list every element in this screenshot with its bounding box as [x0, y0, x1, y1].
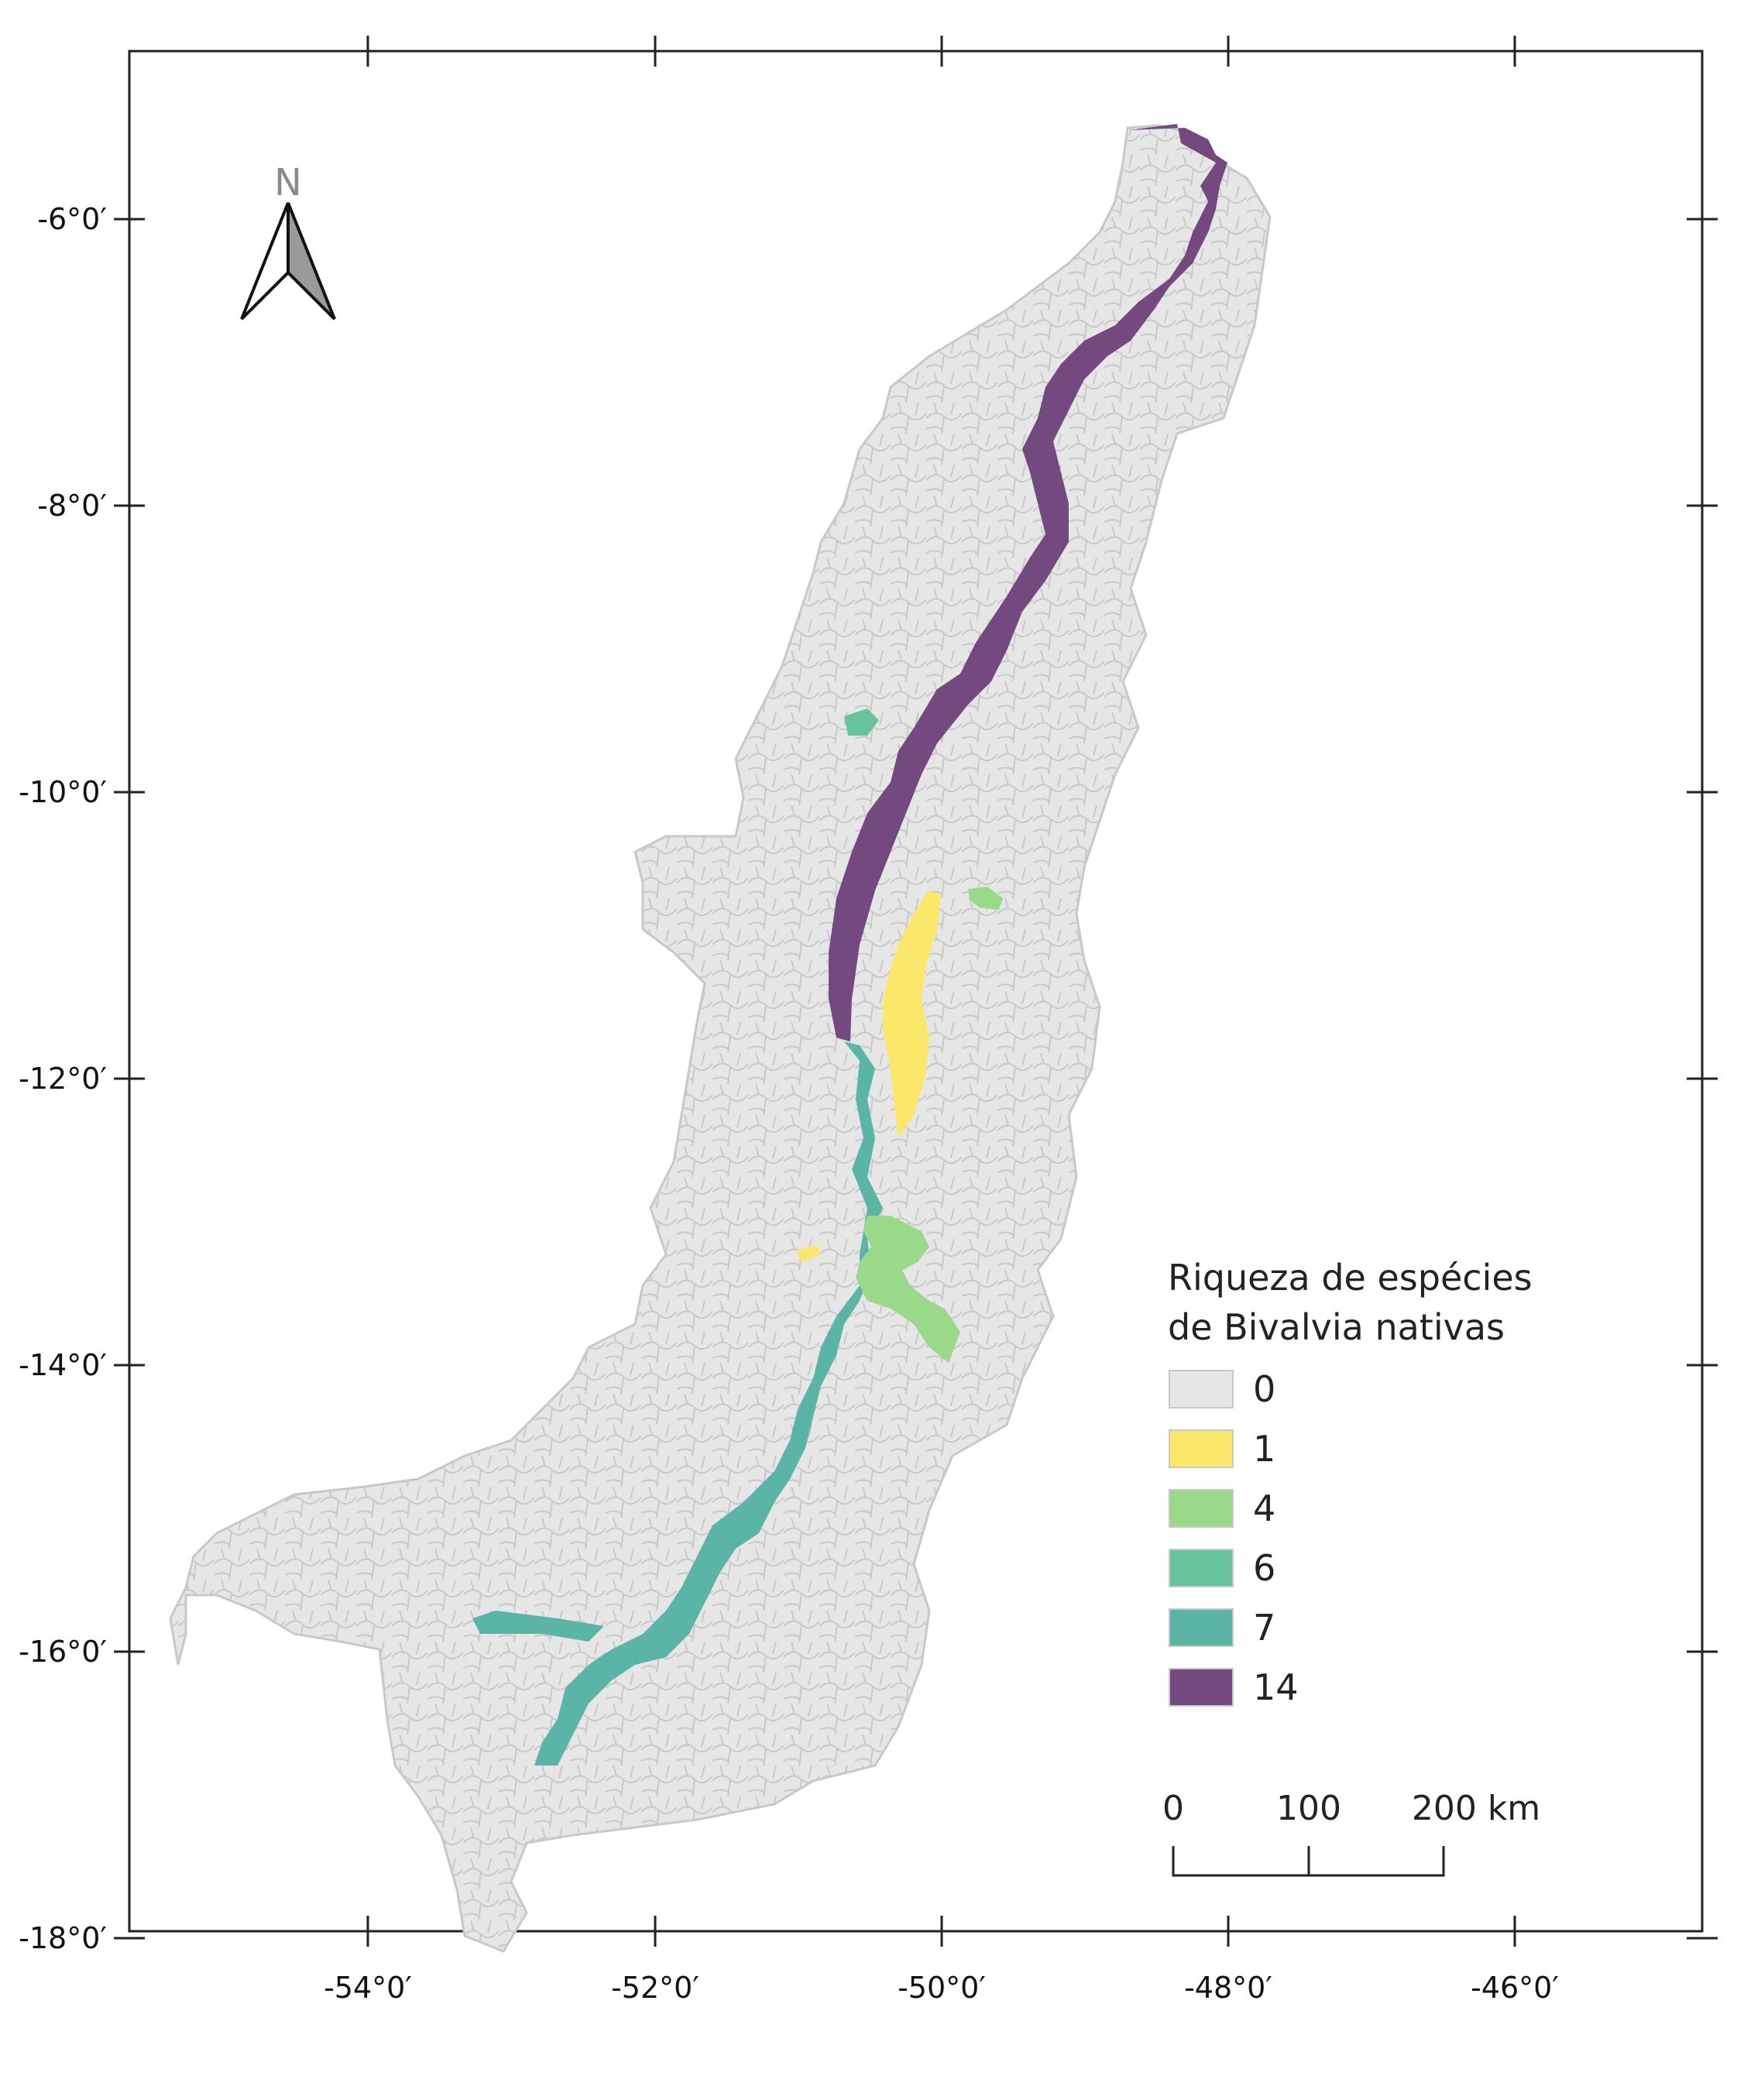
north-arrow: N [240, 161, 336, 321]
scale-bar: 0 100 200 km [1162, 1789, 1540, 1877]
north-arrow-right-icon [287, 202, 336, 321]
lon-label: -46°0′ [1471, 1971, 1559, 2005]
north-letter: N [274, 161, 302, 204]
lon-label: -48°0′ [1184, 1971, 1272, 2005]
lat-label: -6°0′ [37, 202, 107, 236]
legend: Riqueza de espécies de Bivalvia nativas … [1168, 1257, 1533, 1708]
legend-title-line2: de Bivalvia nativas [1168, 1306, 1505, 1348]
legend-swatch [1169, 1549, 1234, 1587]
legend-title-line1: Riqueza de espécies [1168, 1257, 1533, 1299]
richness-1-small-patch [796, 1245, 821, 1262]
graticule-ticks [114, 36, 1718, 1947]
lat-label: -12°0′ [19, 1062, 107, 1096]
legend-swatch [1169, 1370, 1234, 1409]
richness-7-channel [472, 1041, 883, 1765]
lat-label: -8°0′ [37, 489, 107, 523]
scale-label-100: 100 [1276, 1789, 1341, 1828]
scale-label-200: 200 km [1412, 1789, 1540, 1828]
lon-label: -54°0′ [324, 1971, 412, 2005]
richness-6-patch [844, 709, 879, 736]
scale-label-0: 0 [1162, 1789, 1184, 1828]
legend-label: 7 [1253, 1607, 1275, 1649]
lon-label: -52°0′ [611, 1971, 699, 2005]
legend-swatch [1169, 1489, 1234, 1528]
richness-14-channel [829, 124, 1227, 1041]
scale-bar-line [1172, 1846, 1445, 1877]
legend-swatch [1169, 1429, 1234, 1468]
legend-label: 6 [1253, 1547, 1275, 1589]
legend-label: 4 [1253, 1488, 1275, 1529]
lat-label: -10°0′ [19, 775, 107, 809]
latitude-labels: -6°0′ -8°0′ -10°0′ -12°0′ -14°0′ -16°0′ … [19, 202, 107, 1955]
lat-label: -18°0′ [19, 1921, 107, 1955]
legend-label: 0 [1253, 1368, 1275, 1410]
richness-4-patch-north [968, 887, 1003, 910]
legend-label: 1 [1253, 1428, 1275, 1470]
legend-label: 14 [1253, 1666, 1299, 1708]
legend-swatch [1169, 1668, 1234, 1707]
richness-1-patch [883, 890, 941, 1138]
lon-label: -50°0′ [898, 1971, 986, 2005]
longitude-labels: -54°0′ -52°0′ -50°0′ -48°0′ -46°0′ [324, 1971, 1559, 2005]
lat-label: -16°0′ [19, 1635, 107, 1669]
lat-label: -14°0′ [19, 1348, 107, 1382]
richness-4-patch-south [856, 1216, 960, 1363]
legend-swatch [1169, 1608, 1234, 1647]
